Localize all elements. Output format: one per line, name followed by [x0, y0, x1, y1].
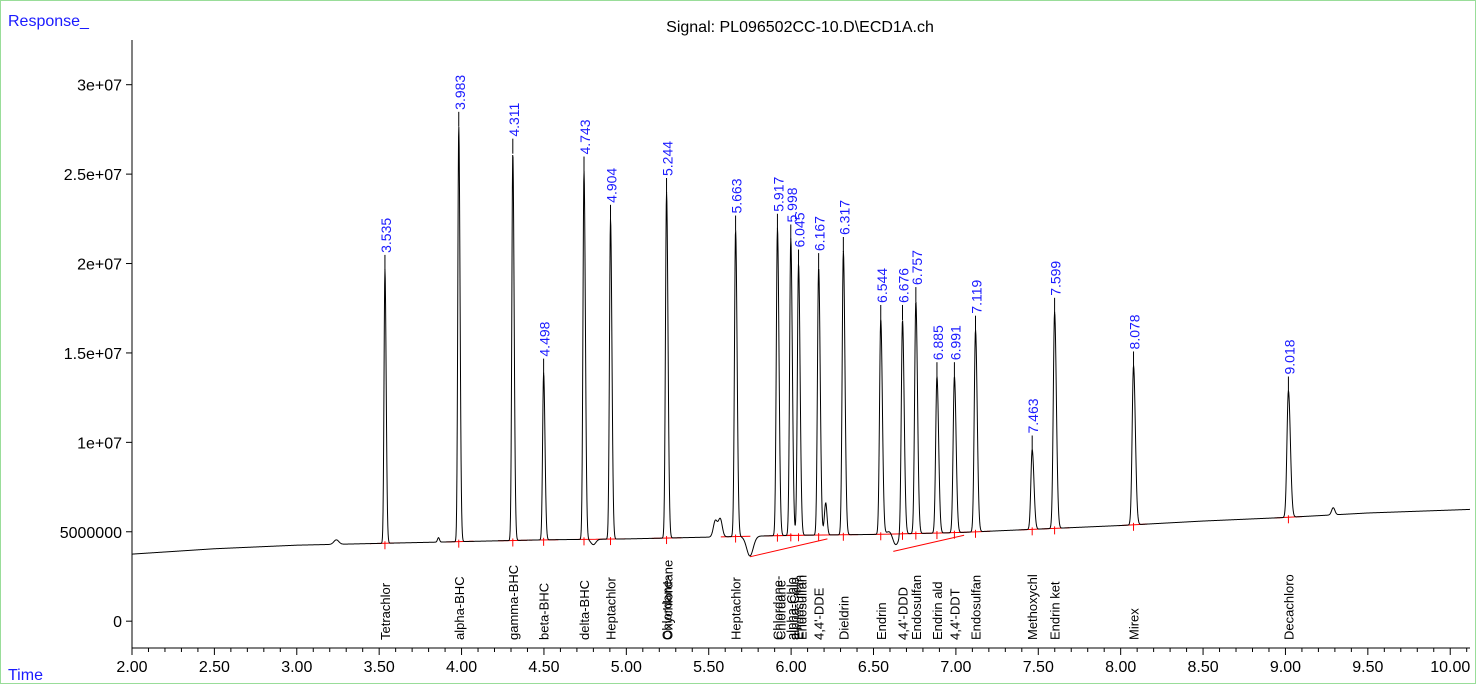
signal-trace: [131, 127, 1471, 557]
compound-label-7: Heptachlor: [729, 576, 744, 640]
compound-label-1: alpha-BHC: [452, 576, 467, 640]
compound-label-19: Methoxychl: [1025, 574, 1040, 640]
x-tick-label-2: 3.00: [281, 659, 312, 676]
peak-rt-label-21: 8.078: [1127, 314, 1143, 349]
peak-rt-label-1: 3.983: [452, 75, 468, 110]
compound-label-extra-1: Chlordane: [773, 580, 788, 640]
x-tick-label-3: 3.50: [364, 659, 395, 676]
peak-rt-label-10: 6.045: [792, 212, 808, 247]
peak-rt-label-12: 6.317: [836, 200, 852, 235]
peak-rt-label-11: 6.167: [812, 216, 828, 251]
compound-label-16: Endrin ald: [930, 581, 945, 640]
compound-label-extra-3: Endosulfan: [795, 575, 810, 640]
compound-label-6: Chlordane-: [660, 576, 675, 640]
x-tick-label-15: 9.50: [1352, 659, 1383, 676]
compound-labels: Tetrachlor alpha-BHC gamma-BHC beta-BHC delt…: [378, 560, 1296, 640]
x-tick-label-8: 6.00: [776, 659, 807, 676]
x-tick-label-13: 8.50: [1187, 659, 1218, 676]
x-tick-label-10: 7.00: [940, 659, 971, 676]
compound-label-extra-2: alpha-Chlo: [787, 577, 802, 640]
y-tick-label-1: 5000000: [60, 525, 122, 542]
compound-label-22: Decachloro: [1281, 574, 1296, 640]
compound-label-9: alpha-Chlo: [784, 577, 799, 640]
x-axis-ticks: 2.00 2.50 3.00 3.50 4.00 4.50 5.00 5.50 6.00 6.50…: [116, 648, 1470, 676]
peak-rt-label-5: 4.904: [604, 168, 620, 203]
y-tick-label-6: 3e+07: [77, 78, 122, 95]
compound-label-12: Dieldrin: [836, 596, 851, 640]
x-tick-label-5: 4.50: [528, 659, 559, 676]
peak-rt-label-6: 5.244: [660, 141, 676, 176]
peak-rt-label-19: 7.463: [1025, 398, 1041, 433]
x-tick-label-14: 9.00: [1270, 659, 1301, 676]
peak-rt-label-9: 5.998: [784, 187, 800, 222]
compound-label-8: Chlordane-: [770, 576, 785, 640]
peak-rt-label-13: 6.544: [874, 268, 890, 303]
peak-rt-label-20: 7.599: [1048, 261, 1064, 296]
peak-rt-label-18: 7.119: [969, 279, 985, 313]
y-tick-label-5: 2.5e+07: [64, 167, 122, 184]
chart-title: Signal: PL096502CC-10.D\ECD1A.ch: [666, 19, 934, 36]
peak-rt-label-22: 9.018: [1281, 339, 1297, 374]
y-axis-ticks: 0 5000000 1e+07 1.5e+07 2e+07 2.5e+07 3e+07: [60, 78, 132, 631]
compound-label-4: delta-BHC: [577, 580, 592, 640]
compound-label-3: beta-BHC: [537, 583, 552, 640]
x-tick-label-7: 5.50: [693, 659, 724, 676]
x-tick-label-6: 5.00: [611, 659, 642, 676]
peak-rt-label-15: 6.757: [909, 250, 925, 285]
compound-label-5: Heptachlor: [604, 576, 619, 640]
compound-label-15: Endosulfan: [909, 575, 924, 640]
x-tick-label-11: 7.50: [1023, 659, 1054, 676]
compound-label-10: Endosulfan: [792, 575, 807, 640]
peak-rt-label-8: 5.917: [770, 177, 786, 212]
y-tick-label-4: 2e+07: [77, 257, 122, 274]
compound-label-14: 4,4'-DDD: [896, 587, 911, 640]
x-tick-label-1: 2.50: [199, 659, 230, 676]
y-tick-label-2: 1e+07: [77, 435, 122, 452]
x-tick-label-4: 4.00: [446, 659, 477, 676]
x-tick-label-16: 10.00: [1430, 659, 1470, 676]
peak-rt-label-0: 3.535: [378, 218, 394, 253]
x-tick-label-9: 6.50: [858, 659, 889, 676]
peak-rt-label-7: 5.663: [729, 178, 745, 213]
x-tick-label-0: 2.00: [116, 659, 147, 676]
y-axis-label: Response_: [8, 13, 90, 30]
compound-label-21: Mirex: [1127, 608, 1142, 640]
y-tick-label-0: 0: [113, 614, 122, 631]
peak-rt-label-3: 4.498: [537, 321, 553, 356]
x-axis-label: Time: [8, 667, 43, 684]
peak-rt-label-14: 6.676: [896, 268, 912, 303]
peak-rt-labels: 3.535 3.983 4.311 4.498 4.743 4.904 5.244 5.663…: [378, 75, 1297, 434]
compound-label-17: 4,4'-DDT: [947, 588, 962, 640]
compound-label-0: Tetrachlor: [378, 582, 393, 640]
peak-rt-label-16: 6.885: [930, 325, 946, 360]
peak-rt-label-17: 6.991: [947, 325, 963, 360]
compound-label-18: Endosulfan: [969, 575, 984, 640]
y-tick-label-3: 1.5e+07: [64, 346, 122, 363]
compound-label-20: Endrin ket: [1048, 581, 1063, 640]
peak-rt-label-2: 4.311: [506, 102, 522, 136]
compound-label-2: gamma-BHC: [506, 565, 521, 640]
compound-label-extra-0: Oxychlordane: [661, 560, 676, 640]
peak-markers: [384, 111, 1289, 550]
x-tick-label-12: 8.00: [1105, 659, 1136, 676]
peak-rt-label-4: 4.743: [577, 119, 593, 154]
compound-label-13: Endrin: [874, 602, 889, 640]
compound-label-11: 4,4'-DDE: [812, 587, 827, 640]
